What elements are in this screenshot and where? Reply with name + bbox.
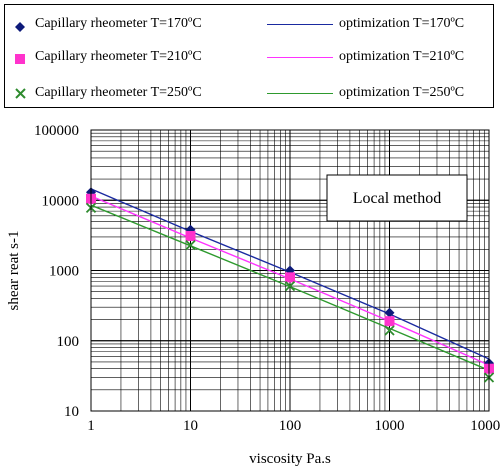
marker-cross	[384, 325, 395, 336]
x-tick-label: 100	[279, 418, 302, 434]
annotation-text: Local method	[353, 190, 441, 207]
x-tick-label: 10	[183, 418, 198, 434]
marker-square	[185, 230, 196, 241]
y-tick-label: 100	[57, 334, 80, 350]
legend-line-opt-170	[267, 24, 333, 25]
marker-square	[285, 272, 295, 283]
y-tick-label: 10	[64, 404, 79, 420]
legend-label-capillary-170: Capillary rheometer T=170ºC	[35, 16, 202, 31]
legend: Capillary rheometer T=170ºC Capillary rh…	[4, 4, 494, 108]
y-tick-labels: 10 100 1000 10000 100000	[34, 123, 79, 420]
legend-label-opt-170: optimization T=170ºC	[339, 16, 465, 31]
marker-cross	[284, 280, 296, 292]
legend-marker-diamond	[15, 19, 25, 37]
plot-frame	[90, 129, 490, 412]
marker-cross	[185, 239, 196, 251]
legend-label-capillary-250: Capillary rheometer T=250ºC	[35, 85, 202, 100]
y-tick-label: 1000	[49, 264, 79, 280]
legend-line-opt-250	[267, 93, 333, 94]
marker-square	[384, 316, 395, 327]
x-tick-labels: 1 10 100 1000 10000	[87, 418, 500, 434]
legend-label-capillary-210: Capillary rheometer T=210ºC	[35, 49, 202, 64]
x-axis-label: viscosity Pa.s	[249, 451, 331, 467]
annotation-box: Local method	[326, 174, 468, 222]
legend-label-opt-210: optimization T=210ºC	[339, 49, 465, 64]
y-tick-label: 100000	[34, 123, 79, 139]
y-axis-label: shear reat s-1	[6, 231, 22, 311]
marker-diamond	[384, 307, 395, 318]
y-tick-label: 10000	[42, 193, 80, 209]
legend-marker-cross	[15, 86, 26, 104]
legend-marker-square	[15, 51, 25, 69]
x-tick-label: 1000	[375, 418, 405, 434]
legend-line-opt-210	[267, 57, 333, 58]
x-tick-label: 1	[87, 418, 95, 434]
x-tick-label: 10000	[470, 418, 500, 434]
legend-label-opt-250: optimization T=250ºC	[339, 85, 465, 100]
